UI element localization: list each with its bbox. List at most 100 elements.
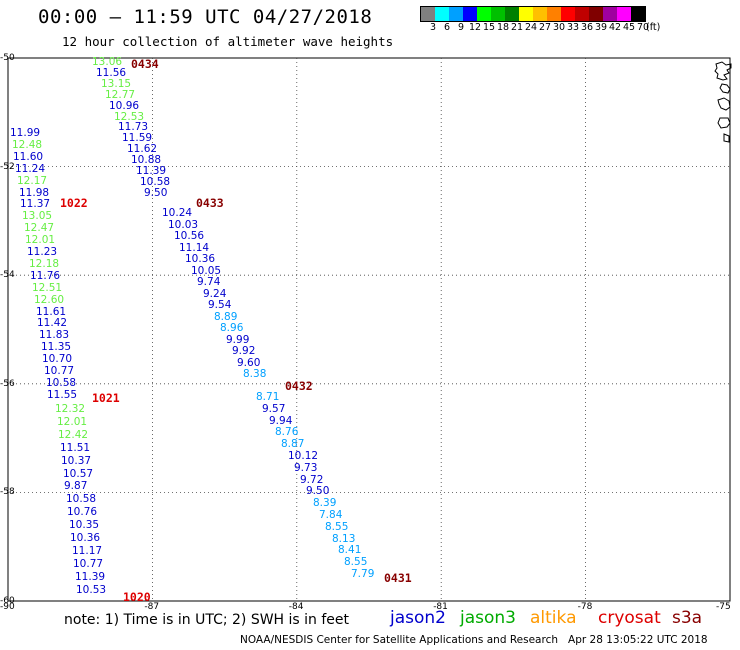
wave-height-value: 9.24	[203, 288, 227, 300]
pass-time-label: 1021	[92, 391, 120, 405]
wave-height-value: 12.47	[24, 222, 55, 234]
lat-label: -54	[0, 270, 15, 281]
wave-height-value: 11.61	[36, 306, 67, 318]
pass-time-label: 0432	[285, 379, 313, 393]
wave-height-value: 12.17	[17, 175, 48, 187]
wave-height-value: 9.99	[226, 334, 250, 346]
legend-swatch	[435, 7, 449, 21]
wave-height-value: 8.87	[281, 438, 305, 450]
legend-tick-label: 36	[581, 22, 594, 33]
wave-height-value: 9.72	[300, 474, 324, 486]
wave-height-value: 11.42	[37, 317, 68, 329]
wave-height-value: 8.89	[214, 311, 238, 323]
coastline-fragment	[717, 97, 731, 111]
legend-swatch	[575, 7, 589, 21]
wave-height-value: 8.55	[325, 521, 349, 533]
legend-tick-label: 39	[595, 22, 608, 33]
legend-tick-label: 3	[430, 22, 437, 33]
wave-height-value: 12.01	[25, 234, 56, 246]
legend-tick-label: 30	[553, 22, 566, 33]
wave-height-value: 13.06	[92, 56, 123, 68]
wave-height-value: 13.15	[101, 78, 132, 90]
wave-height-value: 10.24	[162, 207, 193, 219]
lon-label: -75	[716, 602, 731, 612]
credit-timestamp: Apr 28 13:05:22 UTC 2018	[568, 634, 708, 646]
pass-time-label: 1020	[123, 590, 151, 604]
wave-height-value: 11.59	[122, 132, 153, 144]
wave-height-value: 9.54	[208, 299, 232, 311]
footer-credit: NOAA/NESDIS Center for Satellite Applica…	[240, 634, 708, 646]
wave-height-value: 9.94	[269, 415, 293, 427]
wave-height-value: 8.13	[332, 533, 356, 545]
legend-swatch	[561, 7, 575, 21]
chart-title: 00:00 – 11:59 UTC 04/27/2018	[38, 6, 373, 28]
wave-height-value: 12.48	[12, 139, 43, 151]
lat-label: -50	[0, 53, 15, 63]
wave-height-value: 10.58	[140, 176, 171, 188]
color-legend	[420, 6, 646, 22]
wave-height-value: 10.77	[73, 558, 104, 570]
wave-height-value: 8.71	[256, 391, 280, 403]
coastline-fragment	[717, 117, 731, 129]
legend-tick-label: 21	[511, 22, 524, 33]
legend-swatch	[519, 7, 533, 21]
wave-height-value: 12.77	[105, 89, 136, 101]
legend-swatch	[603, 7, 617, 21]
wave-height-value: 8.96	[220, 322, 244, 334]
lon-label: -84	[288, 602, 304, 612]
legend-swatch	[505, 7, 519, 21]
legend-swatch	[547, 7, 561, 21]
wave-height-value: 10.03	[168, 219, 199, 231]
legend-swatch	[631, 7, 645, 21]
legend-tick-label: 9	[458, 22, 465, 33]
legend-unit: (ft)	[646, 22, 661, 33]
pass-time-label: 0431	[384, 571, 412, 585]
coastline-fragment	[719, 83, 731, 94]
wave-height-value: 9.50	[306, 485, 330, 497]
wave-height-value: 8.55	[344, 556, 368, 568]
legend-swatch	[463, 7, 477, 21]
wave-height-value: 11.51	[60, 442, 91, 454]
wave-height-value: 11.73	[118, 121, 149, 133]
wave-height-value: 10.37	[61, 455, 92, 467]
wave-height-value: 8.39	[313, 497, 337, 509]
wave-height-value: 12.18	[29, 258, 60, 270]
wave-height-value: 11.24	[15, 163, 46, 175]
wave-height-value: 10.70	[42, 353, 73, 365]
legend-tick-label: 27	[539, 22, 552, 33]
pass-time-label: 0433	[196, 196, 224, 210]
wave-height-value: 7.79	[351, 568, 375, 580]
wave-height-value: 10.36	[70, 532, 101, 544]
wave-height-value: 11.35	[41, 341, 72, 353]
wave-height-value: 11.37	[20, 198, 51, 210]
legend-swatch	[589, 7, 603, 21]
satellite-label: cryosat	[598, 608, 661, 628]
wave-height-value: 11.55	[47, 389, 78, 401]
credit-text: NOAA/NESDIS Center for Satellite Applica…	[240, 634, 558, 646]
wave-height-value: 12.01	[57, 416, 88, 428]
wave-height-value: 12.53	[114, 111, 145, 123]
wave-height-value: 11.76	[30, 270, 61, 282]
lon-label: -78	[577, 602, 593, 612]
footer-note: note: 1) Time is in UTC; 2) SWH is in fe…	[64, 612, 350, 628]
wave-height-value: 11.23	[27, 246, 58, 258]
wave-height-value: 11.14	[179, 242, 210, 254]
legend-tick-label: 70	[637, 22, 650, 33]
wave-height-value: 11.83	[39, 329, 70, 341]
chart-subtitle: 12 hour collection of altimeter wave hei…	[62, 34, 394, 49]
lat-label: -60	[0, 596, 15, 606]
legend-tick-label: 15	[483, 22, 496, 33]
legend-swatch	[421, 7, 435, 21]
wave-height-value: 10.77	[44, 365, 75, 377]
legend-tick-label: 45	[623, 22, 636, 33]
wave-height-value: 10.53	[76, 584, 107, 596]
wave-height-value: 11.99	[10, 127, 41, 139]
satellite-label: altika	[530, 608, 577, 628]
wave-height-value: 11.56	[96, 67, 127, 79]
lon-label: -81	[433, 602, 448, 612]
wave-height-value: 13.05	[22, 210, 53, 222]
wave-height-value: 12.42	[58, 429, 89, 441]
wave-height-value: 8.41	[338, 544, 362, 556]
wave-height-value: 10.12	[288, 450, 319, 462]
